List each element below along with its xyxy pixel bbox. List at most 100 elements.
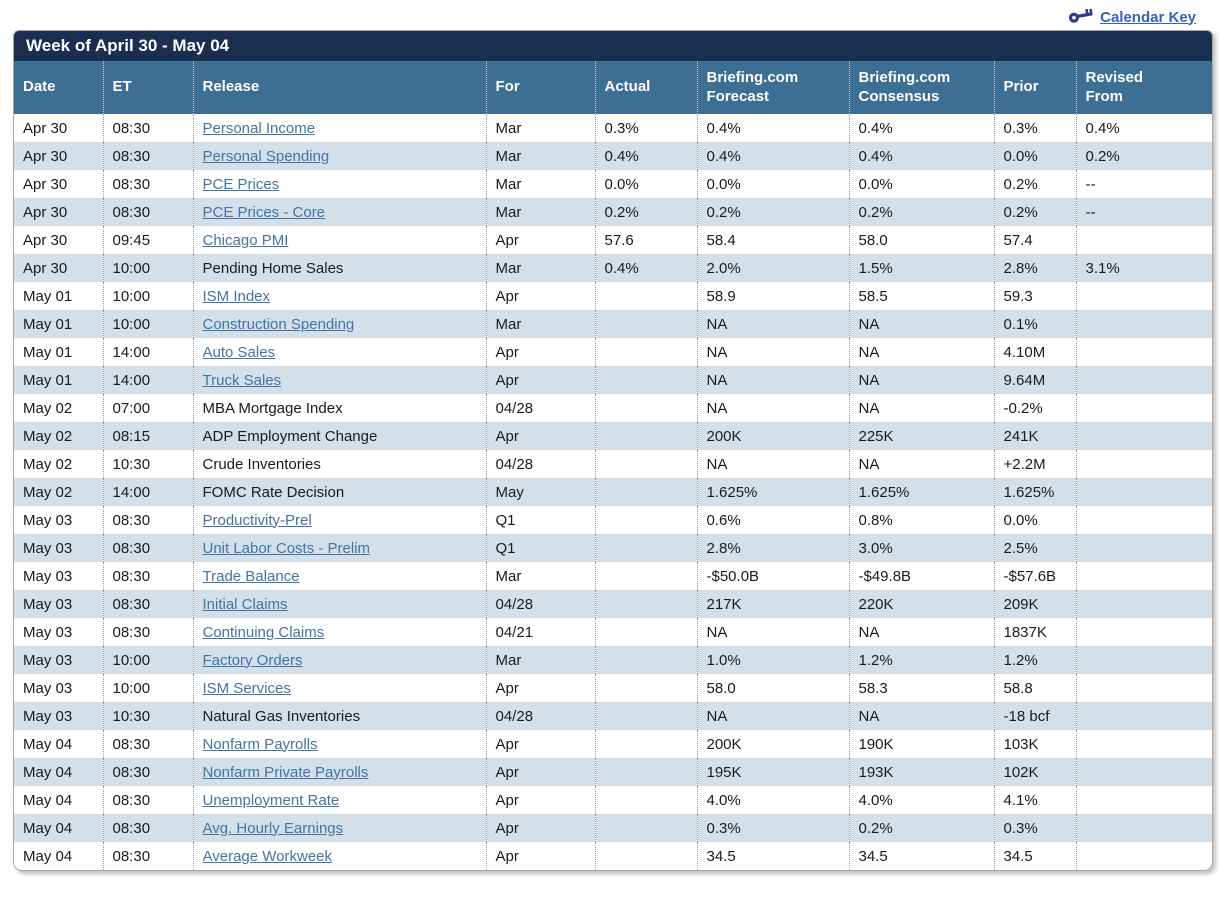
cell-date: May 04 bbox=[23, 847, 73, 865]
release-link[interactable]: Auto Sales bbox=[202, 343, 276, 361]
cell-consensus: 0.8% bbox=[848, 506, 994, 534]
table-row: May 03 08:30 Productivity-Prel Q1 0.6% 0… bbox=[14, 506, 1212, 534]
table-row: May 02 07:00 MBA Mortgage Index 04/28 NA… bbox=[14, 394, 1212, 422]
cell-for: 04/28 bbox=[485, 590, 595, 618]
cell-actual bbox=[594, 282, 697, 310]
cell-consensus: 1.5% bbox=[848, 254, 994, 282]
release-link[interactable]: ISM Index bbox=[202, 287, 271, 305]
cell-consensus: 225K bbox=[848, 422, 994, 450]
cell-actual bbox=[594, 730, 697, 758]
cell-prior: 9.64M bbox=[993, 366, 1076, 394]
cell-forecast: 2.8% bbox=[696, 534, 849, 562]
table-row: Apr 30 08:30 Personal Income Mar 0.3% 0.… bbox=[14, 114, 1212, 142]
table-row: May 02 08:15 ADP Employment Change Apr 2… bbox=[14, 422, 1212, 450]
cell-date: May 02 bbox=[23, 483, 73, 501]
release-link[interactable]: Truck Sales bbox=[202, 371, 282, 389]
table-row: May 04 08:30 Unemployment Rate Apr 4.0% … bbox=[14, 786, 1212, 814]
cell-date: Apr 30 bbox=[23, 147, 68, 165]
release-link[interactable]: Chicago PMI bbox=[202, 231, 289, 249]
cell-date: May 03 bbox=[23, 679, 73, 697]
release-link[interactable]: PCE Prices - Core bbox=[202, 203, 326, 221]
cell-revised bbox=[1075, 786, 1212, 814]
calendar-key-link[interactable]: Calendar Key bbox=[1068, 7, 1196, 28]
cell-prior: 0.3% bbox=[993, 814, 1076, 842]
cell-et: 08:30 bbox=[102, 814, 193, 842]
release-link[interactable]: Continuing Claims bbox=[202, 623, 325, 641]
cell-et: 07:00 bbox=[102, 394, 193, 422]
cell-prior: 0.3% bbox=[993, 114, 1076, 142]
cell-prior: 59.3 bbox=[993, 282, 1076, 310]
cell-actual bbox=[594, 758, 697, 786]
release-link[interactable]: Personal Income bbox=[202, 119, 316, 137]
cell-consensus: 1.625% bbox=[848, 478, 994, 506]
table-row: May 04 08:30 Nonfarm Payrolls Apr 200K 1… bbox=[14, 730, 1212, 758]
cell-et: 08:30 bbox=[102, 198, 193, 226]
cell-release: MBA Mortgage Index bbox=[192, 394, 486, 422]
cell-et: 08:30 bbox=[102, 590, 193, 618]
week-title: Week of April 30 - May 04 bbox=[14, 31, 1212, 61]
cell-actual bbox=[594, 338, 697, 366]
cell-release: PCE Prices bbox=[192, 170, 486, 198]
cell-actual: 0.3% bbox=[594, 114, 697, 142]
release-link[interactable]: Construction Spending bbox=[202, 315, 355, 333]
calendar-rows: Apr 30 08:30 Personal Income Mar 0.3% 0.… bbox=[14, 114, 1212, 870]
cell-prior: 1837K bbox=[993, 618, 1076, 646]
release-link[interactable]: Avg. Hourly Earnings bbox=[202, 819, 344, 837]
cell-date: May 01 bbox=[23, 287, 73, 305]
release-link[interactable]: Unemployment Rate bbox=[202, 791, 340, 809]
release-link[interactable]: PCE Prices bbox=[202, 175, 280, 193]
cell-date: May 04 bbox=[23, 819, 73, 837]
release-link[interactable]: Nonfarm Private Payrolls bbox=[202, 763, 369, 781]
release-link[interactable]: ISM Services bbox=[202, 679, 291, 697]
cell-prior: 241K bbox=[993, 422, 1076, 450]
cell-prior: 4.1% bbox=[993, 786, 1076, 814]
cell-consensus: 58.0 bbox=[848, 226, 994, 254]
cell-consensus: NA bbox=[848, 702, 994, 730]
cell-release: Avg. Hourly Earnings bbox=[192, 814, 486, 842]
cell-forecast: NA bbox=[696, 450, 849, 478]
cell-et: 08:30 bbox=[102, 842, 193, 870]
table-row: May 03 08:30 Continuing Claims 04/21 NA … bbox=[14, 618, 1212, 646]
cell-release: Factory Orders bbox=[192, 646, 486, 674]
cell-prior: -0.2% bbox=[993, 394, 1076, 422]
cell-revised bbox=[1075, 338, 1212, 366]
cell-revised bbox=[1075, 674, 1212, 702]
cell-prior: 102K bbox=[993, 758, 1076, 786]
col-header-prior: Prior bbox=[993, 61, 1076, 114]
release-link[interactable]: Productivity-Prel bbox=[202, 511, 312, 529]
cell-consensus: 1.2% bbox=[848, 646, 994, 674]
release-link[interactable]: Initial Claims bbox=[202, 595, 288, 613]
release-link[interactable]: Nonfarm Payrolls bbox=[202, 735, 318, 753]
table-row: Apr 30 10:00 Pending Home Sales Mar 0.4%… bbox=[14, 254, 1212, 282]
cell-actual: 0.2% bbox=[594, 198, 697, 226]
cell-for: Apr bbox=[485, 758, 595, 786]
cell-date: May 04 bbox=[23, 791, 73, 809]
calendar-key-label[interactable]: Calendar Key bbox=[1100, 8, 1196, 26]
cell-date: May 04 bbox=[23, 735, 73, 753]
table-row: May 03 10:30 Natural Gas Inventories 04/… bbox=[14, 702, 1212, 730]
cell-for: 04/28 bbox=[485, 450, 595, 478]
economic-calendar: Week of April 30 - May 04 Date ET Releas… bbox=[13, 30, 1213, 871]
cell-actual: 0.0% bbox=[594, 170, 697, 198]
release-link[interactable]: Unit Labor Costs - Prelim bbox=[202, 539, 371, 557]
release-link[interactable]: Personal Spending bbox=[202, 147, 330, 165]
release-link[interactable]: Trade Balance bbox=[202, 567, 300, 585]
cell-release: Nonfarm Private Payrolls bbox=[192, 758, 486, 786]
release-text: FOMC Rate Decision bbox=[202, 483, 345, 501]
cell-for: Mar bbox=[485, 170, 595, 198]
col-header-et: ET bbox=[102, 61, 193, 114]
cell-consensus: NA bbox=[848, 310, 994, 338]
table-row: Apr 30 08:30 PCE Prices - Core Mar 0.2% … bbox=[14, 198, 1212, 226]
cell-for: Apr bbox=[485, 674, 595, 702]
cell-consensus: NA bbox=[848, 394, 994, 422]
cell-forecast: 217K bbox=[696, 590, 849, 618]
cell-forecast: 58.0 bbox=[696, 674, 849, 702]
cell-et: 08:30 bbox=[102, 618, 193, 646]
release-link[interactable]: Factory Orders bbox=[202, 651, 303, 669]
table-row: May 03 08:30 Initial Claims 04/28 217K 2… bbox=[14, 590, 1212, 618]
col-header-date: Date bbox=[14, 61, 103, 114]
cell-et: 08:15 bbox=[102, 422, 193, 450]
release-link[interactable]: Average Workweek bbox=[202, 847, 333, 865]
cell-date: May 03 bbox=[23, 511, 73, 529]
cell-revised bbox=[1075, 394, 1212, 422]
